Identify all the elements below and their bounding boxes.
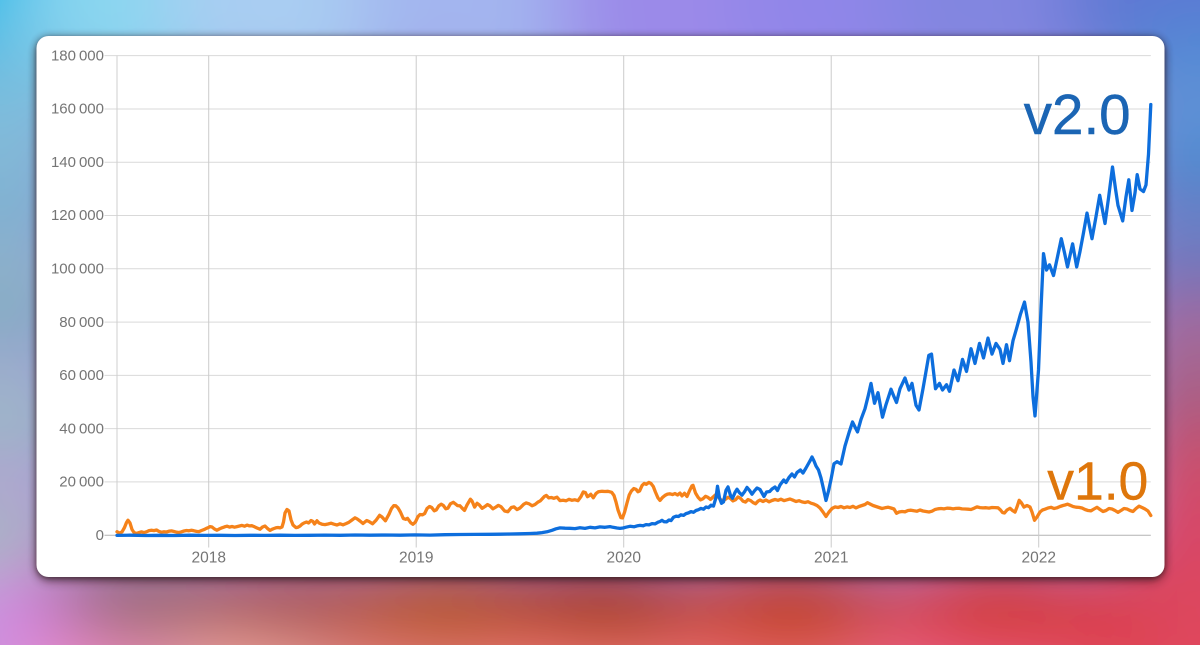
svg-text:2022: 2022 (1021, 550, 1055, 567)
svg-text:120 000: 120 000 (51, 207, 104, 224)
svg-text:100 000: 100 000 (51, 261, 104, 278)
svg-text:v1.0: v1.0 (1047, 453, 1148, 512)
svg-text:2019: 2019 (399, 550, 433, 567)
svg-text:60 000: 60 000 (59, 367, 104, 384)
svg-text:2018: 2018 (191, 550, 225, 567)
svg-text:80 000: 80 000 (59, 314, 104, 331)
svg-text:20 000: 20 000 (59, 474, 104, 491)
svg-text:0: 0 (96, 527, 104, 544)
svg-text:40 000: 40 000 (59, 420, 104, 437)
svg-text:180 000: 180 000 (51, 47, 104, 64)
svg-text:160 000: 160 000 (51, 101, 104, 118)
svg-text:2020: 2020 (606, 550, 641, 567)
svg-text:v2.0: v2.0 (1024, 83, 1131, 146)
svg-text:2021: 2021 (814, 550, 848, 567)
svg-text:140 000: 140 000 (51, 154, 104, 171)
